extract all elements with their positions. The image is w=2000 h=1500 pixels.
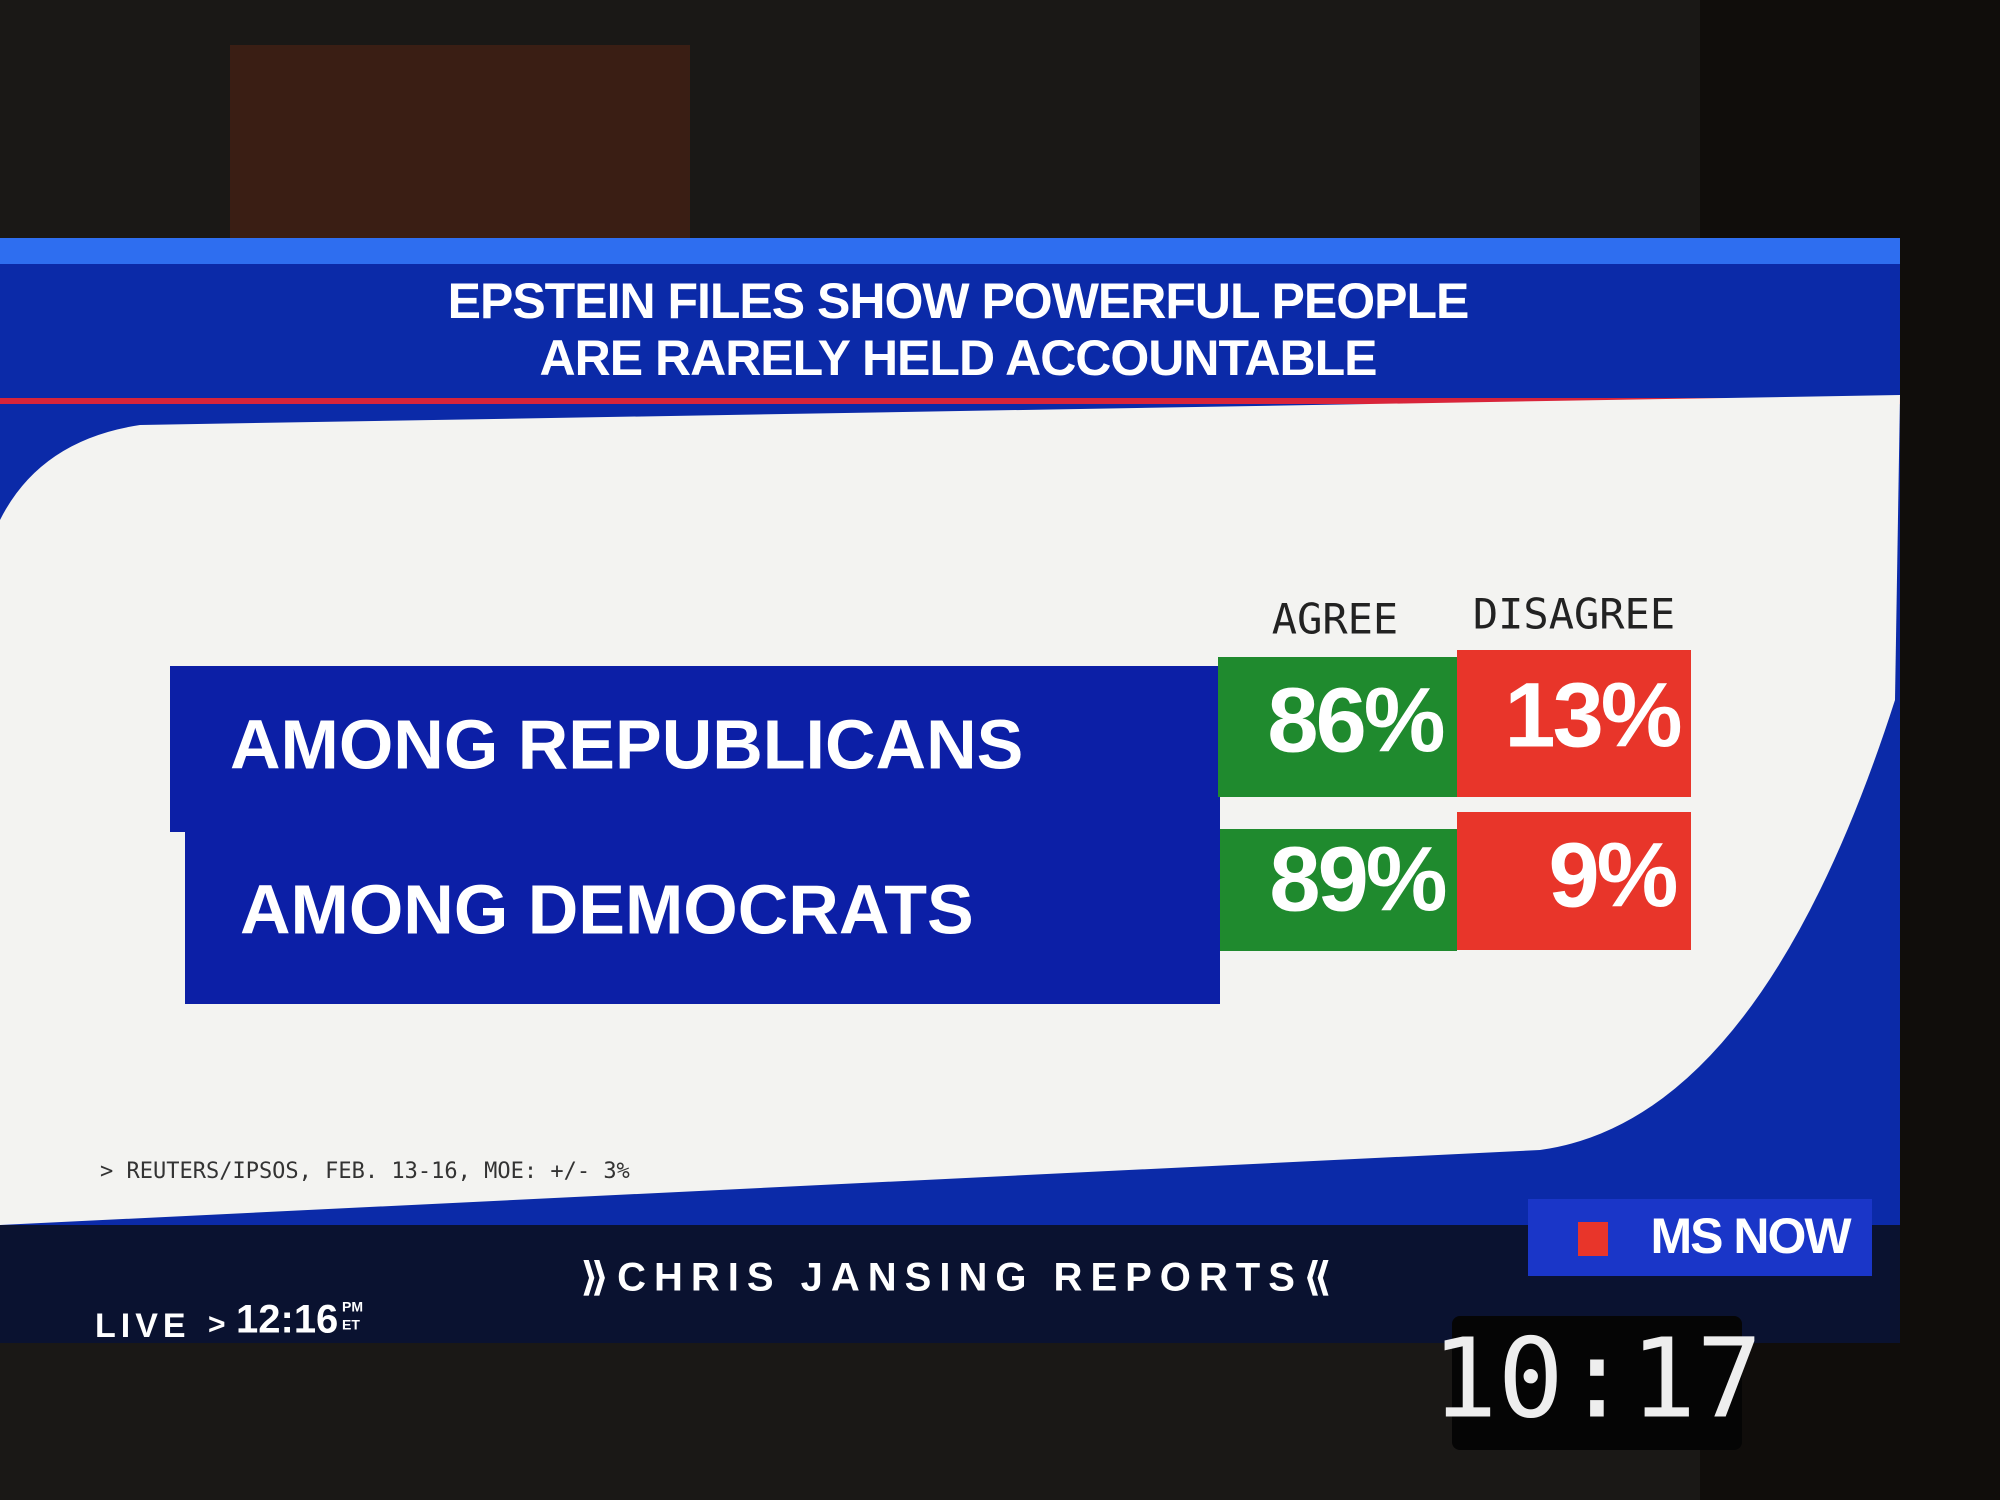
agree-value: 86% (1267, 669, 1443, 771)
disagree-cell (1457, 812, 1691, 950)
disagree-cell (1457, 650, 1691, 797)
agree-cell (1218, 657, 1457, 797)
live-time: 12:16 (236, 1298, 338, 1342)
row-bar (170, 666, 1220, 832)
clock-body (1452, 1316, 1742, 1450)
disagree-value: 9% (1549, 824, 1677, 926)
title-line: EPSTEIN FILES SHOW POWERFUL PEOPLE (448, 273, 1469, 329)
live-arrow: > (208, 1308, 226, 1341)
wall-frame (230, 45, 690, 245)
title-rule (0, 398, 1900, 404)
column-header: DISAGREE (1473, 590, 1675, 639)
source-note: > REUTERS/IPSOS, FEB. 13-16, MOE: +/- 3% (100, 1159, 630, 1184)
logo-mark (1578, 1222, 1608, 1256)
row-label: AMONG REPUBLICANS (230, 705, 1023, 783)
title-line: ARE RARELY HELD ACCOUNTABLE (540, 330, 1377, 386)
time-zone: ET (342, 1317, 360, 1333)
row-label: AMONG DEMOCRATS (240, 870, 974, 948)
network-logo: MS NOW (1650, 1208, 1852, 1264)
agree-value: 89% (1269, 828, 1445, 930)
show-name: ⟫CHRIS JANSING REPORTS⟪ (580, 1256, 1340, 1300)
row-bar (185, 829, 1220, 1004)
screen-top-strip (0, 238, 1900, 264)
desk-clock: 10:17 (1431, 1314, 1762, 1442)
live-label: LIVE (95, 1307, 191, 1345)
time-period: PM (342, 1299, 363, 1315)
disagree-value: 13% (1504, 664, 1680, 766)
column-header: AGREE (1272, 595, 1398, 644)
agree-cell (1220, 829, 1457, 951)
